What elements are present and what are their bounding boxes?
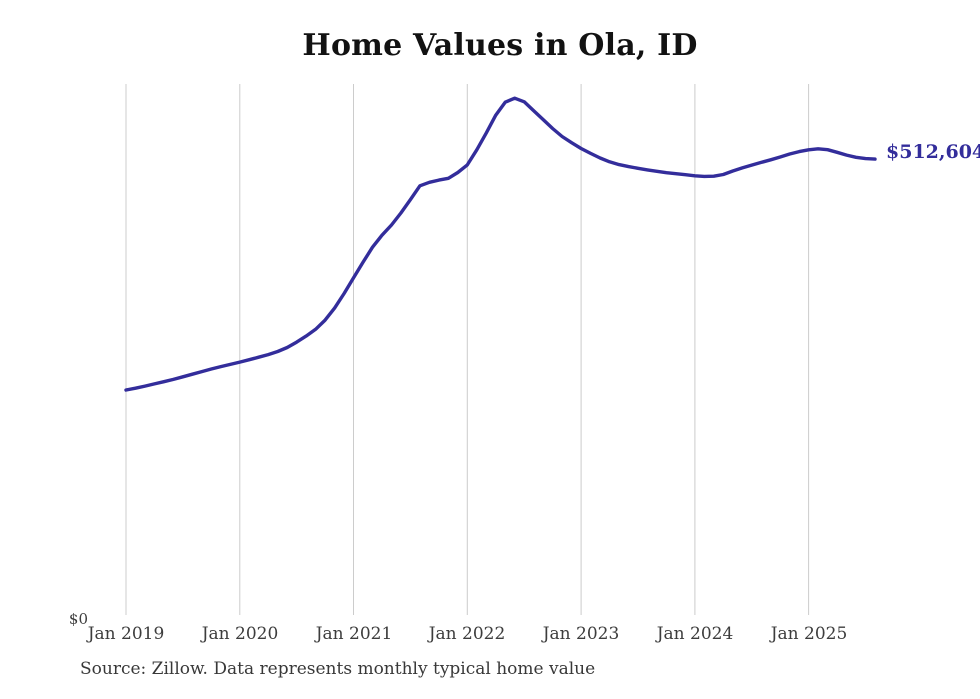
x-tick-label: Jan 2021	[315, 624, 393, 644]
plot-area: $512,604 $0 Jan 2019 Jan 2020 Jan 2021 Jan …	[68, 84, 980, 644]
x-tick-label: Jan 2025	[770, 624, 848, 644]
x-tick-label: Jan 2020	[201, 624, 279, 644]
home-values-line-chart	[124, 84, 877, 615]
chart-title: Home Values in Ola, ID	[302, 28, 698, 63]
y-axis-zero-tick: $0	[68, 610, 88, 628]
x-tick-label: Jan 2024	[656, 624, 734, 644]
x-tick-label: Jan 2023	[542, 624, 620, 644]
x-tick-label: Jan 2019	[87, 624, 165, 644]
x-tick-label: Jan 2022	[428, 624, 506, 644]
latest-value-label: $512,604	[886, 141, 980, 163]
source-note: Source: Zillow. Data represents monthly …	[80, 659, 596, 679]
home-value-series-line	[124, 96, 877, 392]
